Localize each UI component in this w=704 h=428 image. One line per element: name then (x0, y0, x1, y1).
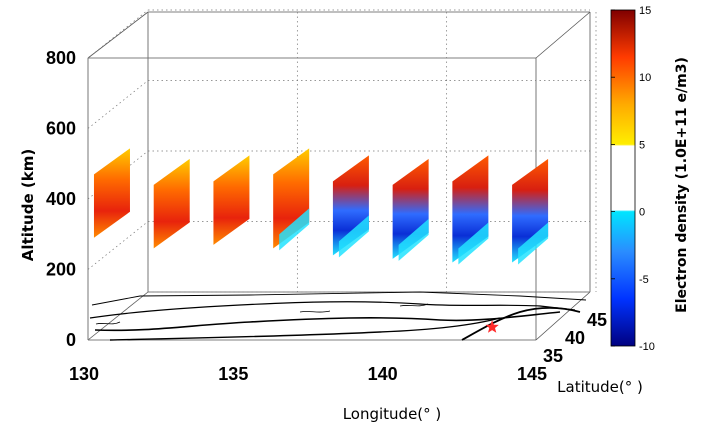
grid-left-2 (87, 150, 149, 200)
colorbar-tick-0: -10 (639, 341, 655, 353)
epicenter-star (485, 320, 499, 333)
coast-front (109, 317, 501, 341)
y-tick-labels: 0 200 400 600 800 (46, 48, 76, 350)
coast-mid (89, 301, 576, 319)
x-axis-label: Longitude(° ) (343, 405, 442, 423)
density-slice-low-5 (398, 218, 429, 261)
density-slice-low-3 (279, 208, 310, 251)
colorbar-tick-1: -5 (639, 274, 649, 286)
x-tick-2: 140 (368, 364, 398, 384)
colorbar-tick-5: 15 (639, 5, 651, 17)
z-tick-1: 40 (565, 328, 585, 348)
grid-left-0 (87, 291, 149, 341)
density-slice-low-6 (458, 222, 489, 265)
y-axis-label: Altitude (km) (19, 149, 37, 261)
grid-left-3 (87, 80, 149, 129)
box-frame (87, 11, 591, 341)
x-tick-3: 145 (517, 364, 547, 384)
coast-islands (95, 303, 429, 325)
colorbar-tick-4: 10 (639, 72, 651, 84)
z-tick-2: 45 (587, 310, 607, 330)
z-tick-0: 35 (543, 346, 563, 366)
density-slice-0 (93, 148, 130, 238)
coast-near (94, 311, 561, 332)
colorbar (610, 9, 636, 347)
coast-far (91, 291, 587, 306)
coast-honshu (461, 306, 581, 341)
density-slice-1 (153, 158, 190, 249)
grid-left-4 (87, 9, 149, 59)
x-tick-labels: 130 135 140 145 (69, 364, 547, 384)
colorbar-tick-3: 5 (639, 139, 645, 151)
x-tick-1: 135 (218, 364, 248, 384)
density-slice-low-4 (338, 215, 369, 258)
colorbar-ticks: -10 -5 0 5 10 15 (611, 5, 655, 353)
y-tick-1: 200 (46, 260, 76, 280)
density-slice-low-7 (518, 222, 549, 265)
epicenter-star-marker (485, 320, 499, 333)
y-tick-2: 400 (46, 189, 76, 209)
box-edge-tl (87, 11, 149, 59)
box-edge-bl (87, 291, 149, 341)
grid-left-1 (87, 221, 149, 270)
colorbar-label: Electron density (1.0E+11 e/m3) (674, 57, 690, 313)
density-slice-2 (213, 155, 250, 245)
y-tick-4: 800 (46, 48, 76, 68)
box-edge-tr (535, 11, 591, 59)
coastline-map (89, 291, 587, 341)
y-tick-3: 600 (46, 119, 76, 139)
grid-lines (87, 9, 597, 341)
z-axis-label: Latitude(° ) (557, 378, 643, 396)
y-tick-0: 0 (66, 330, 76, 350)
x-tick-0: 130 (69, 364, 99, 384)
density-slices (93, 148, 549, 265)
colorbar-tick-2: 0 (639, 207, 645, 219)
